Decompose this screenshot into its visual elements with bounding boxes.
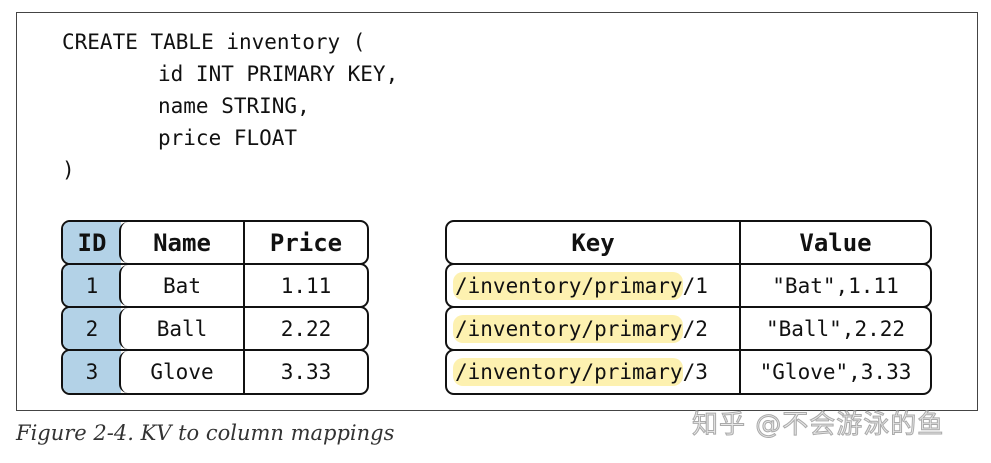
cell-name: Bat <box>119 265 243 306</box>
cell-key: /inventory/primary/1 <box>447 265 739 306</box>
header-price: Price <box>243 222 367 263</box>
code-line: CREATE TABLE inventory ( <box>62 30 366 54</box>
header-key: Key <box>571 228 615 257</box>
code-line: price FLOAT <box>158 126 298 150</box>
cell-value: "Glove",3.33 <box>739 351 930 393</box>
table-row: /inventory/primary/1 "Bat",1.11 <box>445 263 932 308</box>
cell-id: 3 <box>63 351 121 393</box>
table-row: /inventory/primary/3 "Glove",3.33 <box>445 349 932 395</box>
key-suffix: /1 <box>682 273 708 298</box>
cell-price: 2.22 <box>243 308 367 349</box>
cell-value: "Ball",2.22 <box>739 308 930 349</box>
cell-id: 1 <box>63 265 121 306</box>
header-id: ID <box>63 222 121 263</box>
table-row: 3 Glove 3.33 <box>61 349 369 395</box>
cell-name: Ball <box>119 308 243 349</box>
table-row: 2 Ball 2.22 <box>61 306 369 351</box>
table-row: /inventory/primary/2 "Ball",2.22 <box>445 306 932 351</box>
key-suffix: /2 <box>682 316 708 341</box>
code-line: id INT PRIMARY KEY, <box>158 62 399 86</box>
sql-code-block: CREATE TABLE inventory ( id INT PRIMARY K… <box>62 26 398 186</box>
table-header-row: ID Name Price <box>61 220 369 265</box>
cell-name: Glove <box>119 351 243 393</box>
header-value: Value <box>739 222 930 263</box>
cell-id: 2 <box>63 308 121 349</box>
cell-key: /inventory/primary/2 <box>447 308 739 349</box>
figure-frame <box>16 12 978 411</box>
code-line: name STRING, <box>158 94 310 118</box>
cell-price: 3.33 <box>243 351 367 393</box>
code-line: ) <box>62 158 75 182</box>
key-prefix-highlight: /inventory/primary <box>453 314 683 343</box>
table-header-row: Key Value <box>445 220 932 265</box>
watermark: 知乎 @不会游泳的鱼 <box>691 410 945 441</box>
header-name: Name <box>119 222 243 263</box>
cell-price: 1.11 <box>243 265 367 306</box>
key-prefix-highlight: /inventory/primary <box>453 358 683 386</box>
table-row: 1 Bat 1.11 <box>61 263 369 308</box>
figure-caption: Figure 2-4. KV to column mappings <box>16 421 395 445</box>
key-prefix-highlight: /inventory/primary <box>453 271 683 300</box>
key-suffix: /3 <box>682 360 708 384</box>
cell-key: /inventory/primary/3 <box>447 351 739 393</box>
cell-value: "Bat",1.11 <box>739 265 930 306</box>
